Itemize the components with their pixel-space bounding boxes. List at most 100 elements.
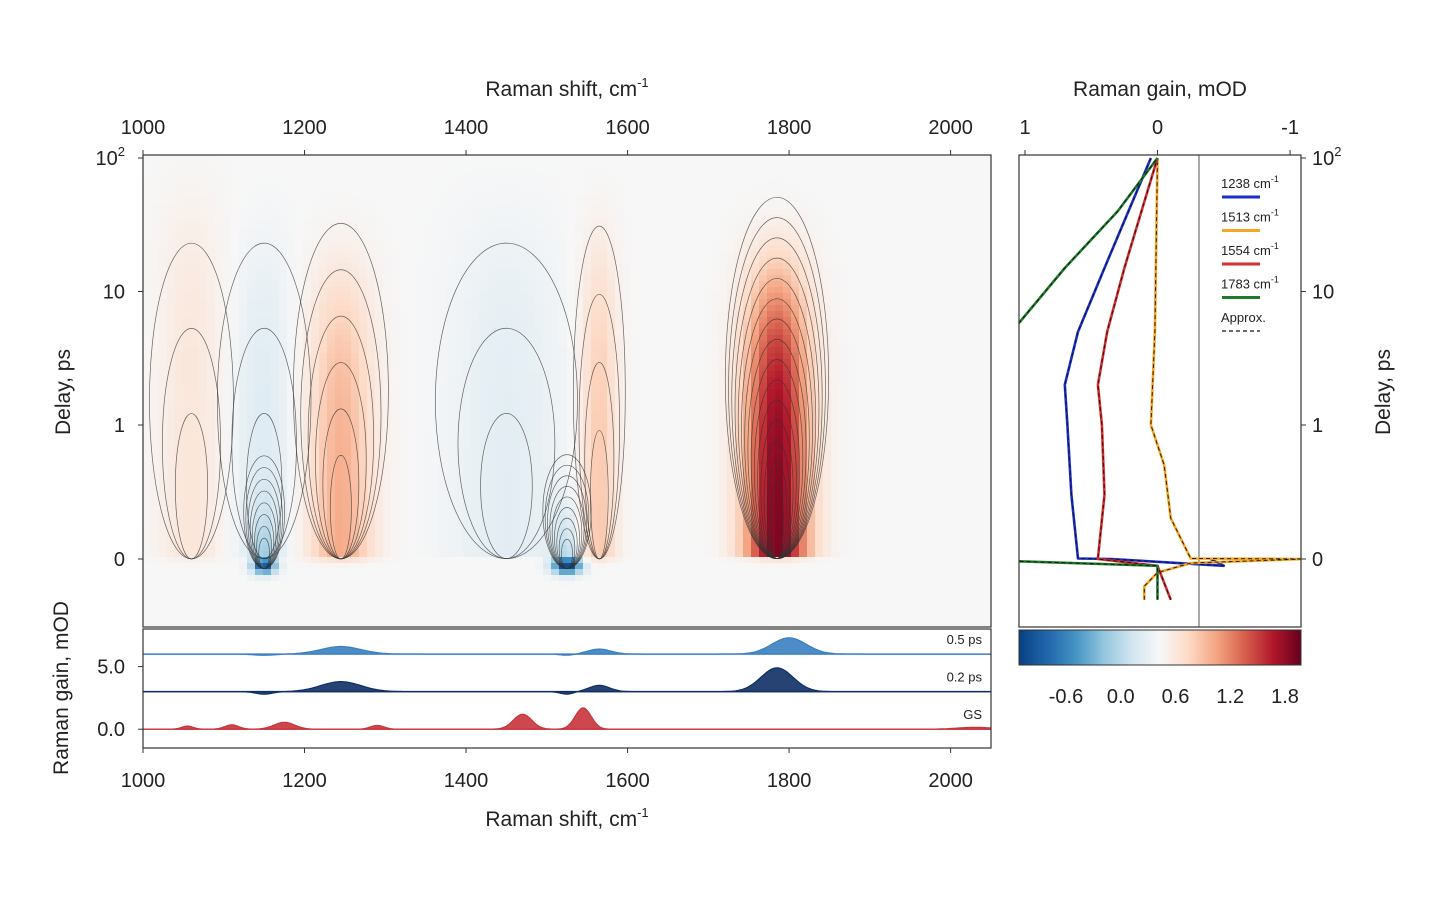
heatmap-cell: [767, 215, 776, 222]
heatmap-cell: [647, 377, 656, 384]
heatmap-cell: [207, 359, 216, 366]
heatmap-cell: [815, 185, 824, 192]
heatmap-cell: [743, 323, 752, 330]
heatmap-cell: [455, 269, 464, 276]
heatmap-cell: [335, 203, 344, 210]
heatmap-cell: [543, 179, 552, 186]
heatmap-cell: [959, 347, 968, 354]
heatmap-cell: [391, 323, 400, 330]
heatmap-cell: [527, 173, 536, 180]
heatmap-cell: [223, 347, 232, 354]
heatmap-cell: [287, 311, 296, 318]
heatmap-cell: [351, 251, 360, 258]
heatmap-cell: [935, 377, 944, 384]
heatmap-cell: [271, 401, 280, 408]
heatmap-cell: [855, 197, 864, 204]
heatmap-cell: [343, 419, 352, 426]
heatmap-cell: [215, 413, 224, 420]
heatmap-cell: [751, 383, 760, 390]
heatmap-cell: [551, 257, 560, 264]
heatmap-cell: [471, 335, 480, 342]
heatmap-cell: [775, 371, 784, 378]
heatmap-cell: [647, 413, 656, 420]
heatmap-cell: [479, 293, 488, 300]
heatmap-cell: [951, 359, 960, 366]
heatmap-cell: [951, 281, 960, 288]
heatmap-cell: [783, 353, 792, 360]
heatmap-cell: [719, 419, 728, 426]
heatmap-cell: [703, 377, 712, 384]
heatmap-cell: [839, 173, 848, 180]
heatmap-cell: [567, 305, 576, 312]
heatmap-cell: [351, 257, 360, 264]
heatmap-cell: [535, 359, 544, 366]
heatmap-cell: [423, 341, 432, 348]
heatmap-cell: [183, 281, 192, 288]
heatmap-cell: [527, 299, 536, 306]
heatmap-cell: [687, 365, 696, 372]
heatmap-cell: [439, 179, 448, 186]
heatmap-cell: [679, 263, 688, 270]
heatmap-cell: [495, 305, 504, 312]
heatmap-cell: [599, 335, 608, 342]
heatmap-cell: [319, 173, 328, 180]
heatmap-cell: [359, 347, 368, 354]
heatmap-cell: [775, 413, 784, 420]
heatmap-cell: [703, 197, 712, 204]
heatmap-cell: [351, 239, 360, 246]
heatmap-cell: [167, 299, 176, 306]
heatmap-cell: [687, 263, 696, 270]
heatmap-cell: [863, 197, 872, 204]
heatmap-cell: [711, 431, 720, 438]
heatmap-cell: [679, 419, 688, 426]
heatmap-cell: [879, 287, 888, 294]
heatmap-cell: [375, 173, 384, 180]
heatmap-cell: [303, 275, 312, 282]
heatmap-cell: [983, 407, 991, 414]
heatmap-cell: [279, 317, 288, 324]
heatmap-cell: [191, 407, 200, 414]
heatmap-cell: [327, 155, 336, 162]
heatmap-cell: [727, 155, 736, 162]
heatmap-cell: [543, 311, 552, 318]
heatmap-cell: [607, 161, 616, 168]
heatmap-cell: [255, 323, 264, 330]
heatmap-cell: [935, 317, 944, 324]
heatmap-cell: [399, 215, 408, 222]
heatmap-cell: [711, 197, 720, 204]
heatmap-cell: [551, 173, 560, 180]
heatmap-cell: [319, 275, 328, 282]
heatmap-cell: [639, 311, 648, 318]
heatmap-cell: [927, 419, 936, 426]
heatmap-cell: [639, 431, 648, 438]
heatmap-cell: [639, 269, 648, 276]
heatmap-cell: [335, 419, 344, 426]
heatmap-cell: [247, 383, 256, 390]
heatmap-cell: [439, 275, 448, 282]
heatmap-cell: [143, 221, 152, 228]
heatmap-cell: [719, 329, 728, 336]
heatmap-cell: [407, 251, 416, 258]
heatmap-cell: [423, 419, 432, 426]
heatmap-cell: [223, 335, 232, 342]
heatmap-cell: [215, 161, 224, 168]
heatmap-cell: [735, 299, 744, 306]
heatmap-cell: [215, 281, 224, 288]
heatmap-cell: [831, 425, 840, 432]
heatmap-cell: [871, 203, 880, 210]
heatmap-cell: [735, 365, 744, 372]
heatmap-cell: [767, 275, 776, 282]
heatmap-cell: [719, 335, 728, 342]
heatmap-cell: [279, 239, 288, 246]
heatmap-cell: [599, 281, 608, 288]
heatmap-cell: [223, 197, 232, 204]
heatmap-cell: [199, 251, 208, 258]
heatmap-cell: [439, 317, 448, 324]
heatmap-cell: [791, 221, 800, 228]
heatmap-cell: [399, 317, 408, 324]
heatmap-cell: [775, 383, 784, 390]
heatmap-cell: [543, 275, 552, 282]
heatmap-cell: [311, 185, 320, 192]
heatmap-cell: [839, 353, 848, 360]
heatmap-cell: [935, 251, 944, 258]
